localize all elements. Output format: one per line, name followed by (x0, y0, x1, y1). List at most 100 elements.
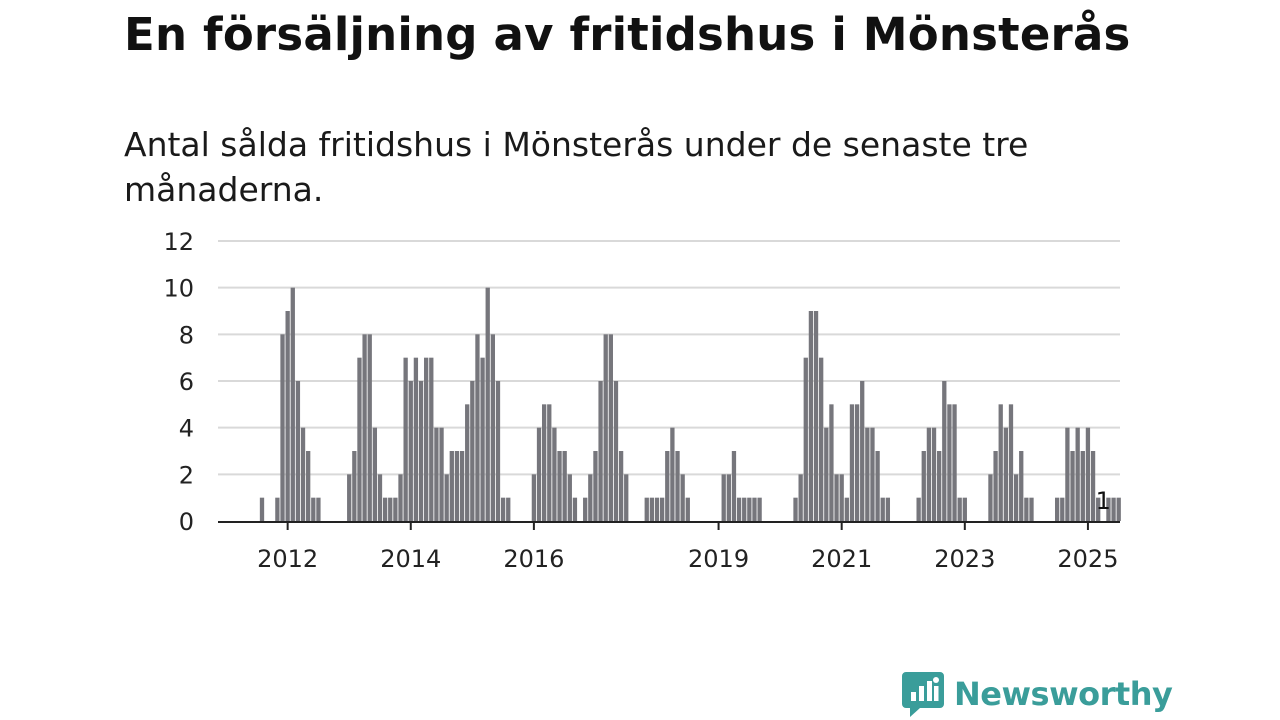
bar (357, 357, 362, 521)
y-tick-label: 2 (179, 461, 194, 489)
bar (372, 427, 378, 521)
bar (844, 497, 849, 521)
bar (485, 287, 490, 521)
bar (552, 427, 557, 521)
bar (860, 381, 865, 521)
bar (593, 451, 598, 521)
bar (1111, 497, 1116, 521)
bar (418, 381, 424, 521)
gridlines (218, 240, 1120, 476)
bar (942, 381, 947, 521)
bar (1096, 497, 1101, 521)
bar (367, 334, 372, 521)
bar (618, 451, 624, 521)
y-tick-label: 8 (179, 321, 194, 349)
bar (1106, 497, 1111, 521)
bar (480, 357, 485, 521)
x-tick-label: 2014 (380, 545, 441, 573)
bar (1013, 474, 1019, 521)
bar (849, 404, 855, 521)
bar (295, 381, 301, 521)
bar (500, 497, 506, 521)
bar (490, 334, 495, 521)
bar (685, 497, 690, 521)
bar (1003, 427, 1008, 521)
bars (259, 287, 1121, 521)
bar (588, 474, 593, 521)
bar (377, 474, 383, 521)
bar (598, 381, 603, 521)
y-axis-tick-labels: 0 2 4 6 8 10 12 (163, 228, 194, 536)
bar (624, 474, 629, 521)
bar (1090, 451, 1096, 521)
y-tick-label: 10 (163, 275, 194, 303)
bar (347, 474, 352, 521)
bar (300, 427, 306, 521)
bar (459, 451, 465, 521)
page-title: En försäljning av fritidshus i Mönsterås (124, 8, 1131, 61)
bar (465, 404, 470, 521)
bar (659, 497, 665, 521)
bar (721, 474, 726, 521)
bar (870, 427, 875, 521)
y-tick-label: 4 (179, 415, 194, 443)
bar (542, 404, 547, 521)
bar (536, 427, 542, 521)
bar (429, 357, 434, 521)
bar (757, 497, 762, 521)
bar (937, 451, 942, 521)
x-tick-label: 2021 (811, 545, 872, 573)
bar (583, 497, 588, 521)
data-label-latest: 1 (1096, 487, 1111, 515)
bar (1080, 451, 1085, 521)
bar (865, 427, 870, 521)
bar (654, 497, 660, 521)
bar (613, 381, 619, 521)
bar (649, 497, 655, 521)
newsworthy-logo-icon (902, 672, 944, 717)
bar (670, 427, 675, 521)
bar (506, 497, 511, 521)
bar (454, 451, 460, 521)
x-tick-label: 2019 (688, 545, 749, 573)
bar (280, 334, 285, 521)
bar (398, 474, 403, 521)
bar (988, 474, 993, 521)
bar (603, 334, 608, 521)
bar (962, 497, 967, 521)
bar (824, 427, 829, 521)
brand-name: Newsworthy (954, 675, 1173, 713)
y-tick-label: 6 (179, 368, 194, 396)
bar (434, 427, 439, 521)
x-tick-label: 2016 (503, 545, 564, 573)
bar (403, 357, 408, 521)
bar (388, 497, 393, 521)
y-tick-label: 0 (179, 508, 194, 536)
bar (1085, 427, 1091, 521)
bar (998, 404, 1003, 521)
bar (854, 404, 860, 521)
bar (952, 404, 957, 521)
bar (834, 474, 839, 521)
bar (931, 427, 937, 521)
bar (803, 357, 808, 521)
newsworthy-logo: Newsworthy (902, 670, 1173, 718)
bar (793, 497, 798, 521)
bar (424, 357, 429, 521)
bar (444, 474, 449, 521)
bar (408, 381, 413, 521)
x-axis-ticks: 2012 2014 2016 2019 2021 2023 2025 (257, 522, 1118, 573)
bar (839, 474, 844, 521)
y-tick-label: 12 (163, 228, 194, 256)
bar (798, 474, 803, 521)
bar (311, 497, 316, 521)
bar (475, 334, 480, 521)
bar (993, 451, 998, 521)
bar (726, 474, 731, 521)
bar (1008, 404, 1014, 521)
bar (921, 451, 926, 521)
x-tick-label: 2025 (1057, 545, 1118, 573)
bar (829, 404, 834, 521)
bar (275, 497, 280, 521)
bar (1060, 497, 1065, 521)
